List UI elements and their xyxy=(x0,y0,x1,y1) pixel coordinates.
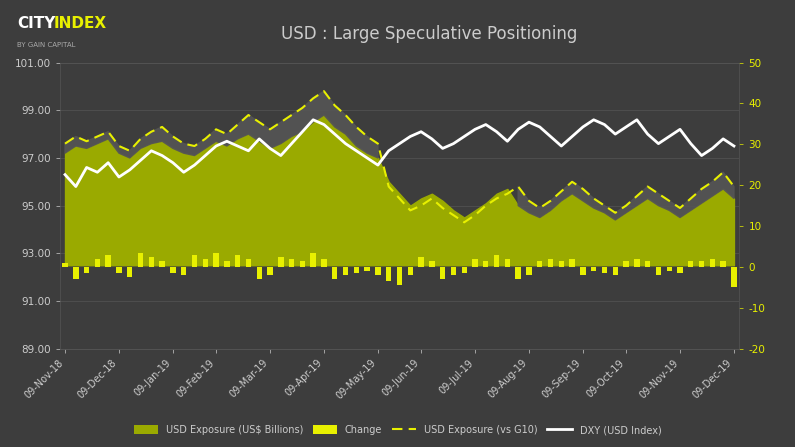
Bar xyxy=(397,267,402,285)
Bar xyxy=(257,267,262,279)
Bar xyxy=(343,267,348,275)
Bar xyxy=(548,259,553,267)
Bar xyxy=(731,267,737,287)
Text: USD : Large Speculative Positioning: USD : Large Speculative Positioning xyxy=(281,25,577,42)
Bar xyxy=(311,253,316,267)
Bar xyxy=(613,267,618,275)
Bar xyxy=(289,259,294,267)
Bar xyxy=(354,267,359,273)
Bar xyxy=(386,267,391,281)
Bar xyxy=(526,267,532,275)
Bar xyxy=(666,267,672,271)
Bar xyxy=(116,267,122,273)
Bar xyxy=(645,261,650,267)
Bar xyxy=(149,257,154,267)
Bar xyxy=(483,261,488,267)
Bar xyxy=(84,267,89,273)
Bar xyxy=(127,267,133,277)
Bar xyxy=(375,267,381,275)
Text: BY GAIN CAPITAL: BY GAIN CAPITAL xyxy=(17,42,76,48)
Bar xyxy=(246,259,251,267)
Bar xyxy=(106,255,111,267)
Bar xyxy=(462,267,467,273)
Bar xyxy=(203,259,208,267)
Bar xyxy=(213,253,219,267)
Bar xyxy=(451,267,456,275)
Bar xyxy=(569,259,575,267)
Bar xyxy=(559,261,564,267)
Text: CITY: CITY xyxy=(17,16,56,31)
Bar xyxy=(677,267,683,273)
Bar xyxy=(73,267,79,279)
Bar xyxy=(440,267,445,279)
Bar xyxy=(278,257,284,267)
Bar xyxy=(656,267,661,275)
Bar xyxy=(300,261,305,267)
Bar xyxy=(408,267,413,275)
Bar xyxy=(591,267,596,271)
Bar xyxy=(472,259,478,267)
Bar xyxy=(224,261,230,267)
Bar xyxy=(537,261,542,267)
Bar xyxy=(138,253,143,267)
Bar xyxy=(623,261,629,267)
Bar xyxy=(710,259,715,267)
Bar xyxy=(634,259,639,267)
Text: INDEX: INDEX xyxy=(54,16,107,31)
Bar xyxy=(181,267,186,275)
Bar xyxy=(62,263,68,267)
Bar xyxy=(602,267,607,273)
Bar xyxy=(364,267,370,271)
Bar xyxy=(332,267,337,279)
Bar xyxy=(267,267,273,275)
Bar xyxy=(235,255,240,267)
Bar xyxy=(418,257,424,267)
Bar xyxy=(580,267,586,275)
Bar xyxy=(515,267,521,279)
Bar xyxy=(192,255,197,267)
Bar xyxy=(95,259,100,267)
Legend: USD Exposure (US$ Billions), Change, USD Exposure (vs G10), DXY (USD Index): USD Exposure (US$ Billions), Change, USD… xyxy=(129,420,666,440)
Bar xyxy=(720,261,726,267)
Bar xyxy=(170,267,176,273)
Bar xyxy=(688,261,693,267)
Bar xyxy=(494,255,499,267)
Bar xyxy=(505,259,510,267)
Bar xyxy=(160,261,165,267)
Bar xyxy=(429,261,435,267)
Bar xyxy=(699,261,704,267)
Bar xyxy=(321,259,327,267)
